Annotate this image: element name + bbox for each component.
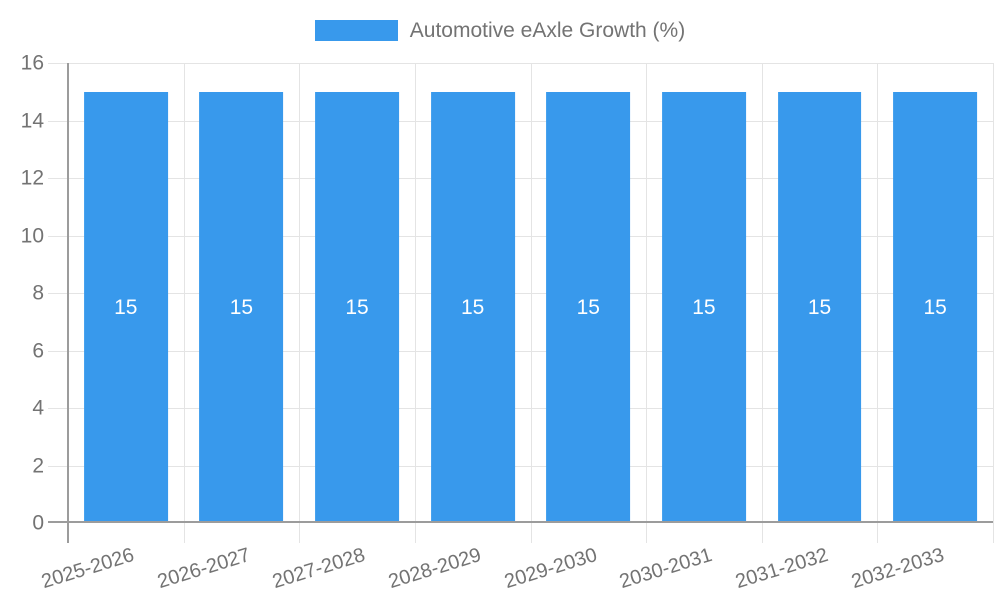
- legend-swatch-icon: [314, 20, 398, 41]
- y-tick-label: 12: [20, 166, 44, 190]
- x-tick-mark: [877, 523, 879, 543]
- x-tick-mark: [299, 523, 301, 543]
- y-tick-mark: [48, 293, 68, 294]
- y-tick-mark: [48, 350, 68, 352]
- x-axis-line: [48, 521, 993, 523]
- y-tick-label: 2: [32, 454, 44, 477]
- bar[interactable]: 15: [662, 91, 746, 523]
- y-tick-mark: [48, 120, 68, 122]
- y-tick-label: 4: [32, 396, 44, 420]
- x-tick-mark: [761, 523, 763, 543]
- bar-value-label: 15: [461, 295, 485, 319]
- gridline-vertical: [993, 63, 994, 523]
- x-tick-label: 2025-2026: [39, 544, 137, 594]
- bar[interactable]: 15: [893, 91, 978, 523]
- bar[interactable]: 15: [315, 91, 399, 523]
- bar[interactable]: 15: [777, 91, 862, 523]
- x-tick-label: 2026-2027: [154, 544, 253, 594]
- bar-column: 15 2026-2027: [155, 63, 300, 593]
- bar[interactable]: 15: [546, 91, 631, 523]
- bar-column: 15 2031-2032: [733, 63, 878, 593]
- x-tick-label: 2032-2033: [848, 544, 947, 594]
- chart-legend[interactable]: Automotive eAxle Growth (%): [0, 20, 1000, 41]
- bar[interactable]: 15: [430, 91, 515, 523]
- x-tick-label: 2029-2030: [501, 544, 600, 594]
- bar-value-label: 15: [923, 295, 947, 319]
- y-tick-mark: [48, 235, 68, 237]
- x-tick-label: 2028-2029: [385, 544, 484, 594]
- x-tick-mark: [993, 523, 994, 543]
- y-axis-labels: 0 2 4 6 8 10 12 14 16: [0, 53, 44, 534]
- bar-value-label: 15: [345, 295, 369, 319]
- x-tick-label: 2027-2028: [270, 544, 369, 594]
- bar[interactable]: 15: [83, 91, 168, 523]
- gridline-vertical: [761, 63, 763, 523]
- gridline-vertical: [299, 63, 301, 523]
- y-tick-mark: [48, 63, 68, 64]
- y-axis-ticks: [48, 63, 68, 523]
- legend-label: Automotive eAxle Growth (%): [409, 19, 686, 42]
- x-tick-label: 2031-2032: [732, 544, 831, 594]
- bar-column: 15 2030-2031: [617, 63, 762, 593]
- bar[interactable]: 15: [199, 91, 284, 523]
- bar-column: 15 2025-2026: [39, 63, 184, 593]
- bar-value-label: 15: [229, 295, 254, 319]
- x-tick-mark: [530, 523, 532, 543]
- y-tick-label: 6: [32, 339, 44, 362]
- gridline-vertical: [646, 63, 648, 523]
- y-tick-mark: [48, 408, 68, 409]
- y-axis-line: [67, 63, 69, 543]
- y-tick-mark: [48, 178, 68, 179]
- bar-column: 15 2027-2028: [270, 63, 415, 593]
- gridline-vertical: [414, 63, 416, 523]
- y-tick-label: 14: [20, 109, 44, 132]
- y-tick-label: 16: [20, 51, 44, 75]
- y-tick-label: 10: [20, 224, 44, 247]
- bar-value-label: 15: [692, 295, 716, 319]
- x-tick-label: 2030-2031: [617, 544, 716, 594]
- bar-column: 15 2028-2029: [386, 63, 531, 593]
- x-tick-mark: [646, 523, 648, 543]
- x-tick-mark: [414, 523, 416, 543]
- y-tick-label: 0: [32, 511, 44, 535]
- bar-value-label: 15: [576, 295, 600, 319]
- y-tick-label: 8: [32, 281, 44, 305]
- bar-value-label: 15: [807, 295, 832, 319]
- bar-column: 15 2029-2030: [502, 63, 647, 593]
- x-tick-mark: [183, 523, 185, 543]
- gridline-vertical: [877, 63, 879, 523]
- x-axis-ticks: [68, 523, 994, 543]
- gridline-vertical: [183, 63, 185, 523]
- bar-column: 15 2032-2033: [848, 63, 993, 593]
- gridline-vertical: [530, 63, 532, 523]
- y-tick-mark: [48, 465, 68, 467]
- plot-area: 15 2025-2026 15 2026-2027 15 2027-2028 15 2028-…: [39, 63, 994, 593]
- bar-value-label: 15: [114, 295, 138, 319]
